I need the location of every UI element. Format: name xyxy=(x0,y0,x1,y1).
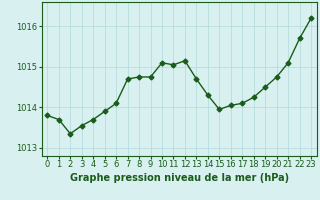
X-axis label: Graphe pression niveau de la mer (hPa): Graphe pression niveau de la mer (hPa) xyxy=(70,173,289,183)
